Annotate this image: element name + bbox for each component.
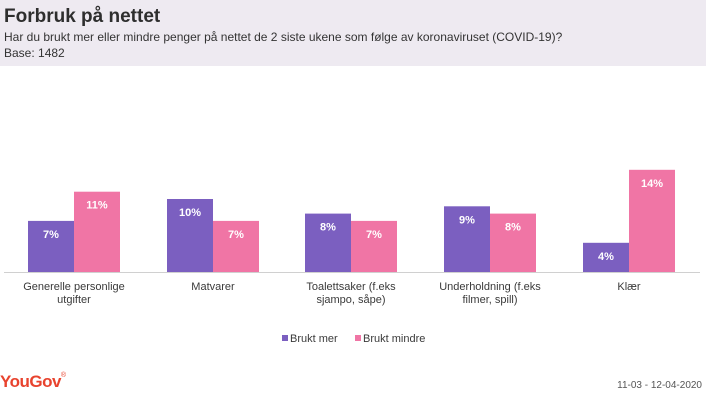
bar-brukt-mer — [444, 206, 490, 272]
page-title: Forbruk på nettet — [4, 6, 161, 27]
data-label: 4% — [598, 251, 614, 263]
category-label: Toalettsaker (f.eks — [306, 281, 396, 293]
category-label: Matvarer — [191, 281, 235, 293]
bar-brukt-mindre — [629, 169, 675, 272]
bar-brukt-mer — [28, 220, 74, 272]
category-label: utgifter — [57, 294, 91, 306]
data-label: 7% — [228, 229, 244, 241]
category-label: Klær — [617, 281, 641, 293]
data-label: 10% — [179, 207, 201, 219]
category-label: Underholdning (f.eks — [439, 281, 541, 293]
question-text: Har du brukt mer eller mindre penger på … — [4, 30, 563, 44]
data-label: 8% — [505, 222, 521, 234]
legend-swatch — [355, 335, 361, 341]
data-label: 7% — [43, 229, 59, 241]
category-label: Generelle personlige — [23, 281, 125, 293]
base-count: Base: 1482 — [4, 46, 65, 60]
yougov-logo: YouGov® — [0, 372, 66, 391]
bar-brukt-mindre — [74, 191, 120, 272]
bar-brukt-mindre — [213, 220, 259, 272]
legend-label: Brukt mindre — [363, 333, 425, 345]
category-label: filmer, spill) — [462, 294, 517, 306]
data-label: 7% — [366, 229, 382, 241]
data-label: 8% — [320, 222, 336, 234]
bar-brukt-mer — [167, 199, 213, 272]
bar-brukt-mindre — [351, 220, 397, 272]
bar-brukt-mindre — [490, 213, 536, 272]
bar-brukt-mer — [583, 242, 629, 272]
legend-label: Brukt mer — [290, 333, 338, 345]
bar-brukt-mer — [305, 213, 351, 272]
data-label: 9% — [459, 214, 475, 226]
legend-swatch — [282, 335, 288, 341]
category-label: sjampo, såpe) — [316, 294, 385, 306]
data-label: 14% — [641, 178, 663, 190]
data-label: 11% — [86, 200, 108, 212]
header: Forbruk på nettet Har du brukt mer eller… — [0, 0, 706, 66]
date-range: 11-03 - 12-04-2020 — [617, 380, 702, 391]
